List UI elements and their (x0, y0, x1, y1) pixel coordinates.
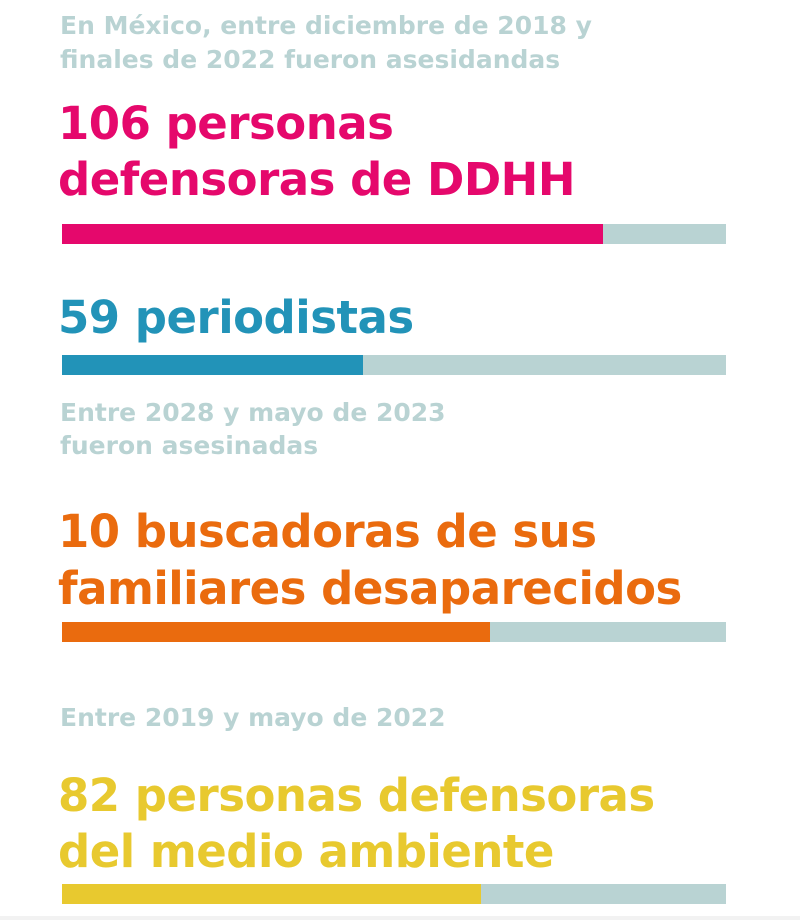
headline-ambiente-line1: 82 personas defensoras (58, 769, 655, 822)
headline-periodistas: 59 periodistas (58, 291, 414, 344)
bar-track-periodistas (62, 355, 726, 375)
headline-ambiente-line2: del medio ambiente (58, 825, 554, 878)
intro-caption-line1: En México, entre diciembre de 2018 y (60, 11, 592, 40)
bar-track-ddhh (62, 224, 726, 244)
bar-fill-periodistas (62, 355, 364, 375)
bar-track-buscadoras (62, 622, 726, 642)
headline-buscadoras-line1: 10 buscadoras de sus (58, 505, 597, 558)
bar-track-ambiente (62, 884, 726, 904)
bar-fill-buscadoras (62, 622, 491, 642)
bar-fill-ddhh (62, 224, 604, 244)
headline-buscadoras-line2: familiares desaparecidos (58, 562, 682, 615)
bar-fill-ambiente (62, 884, 481, 904)
headline-ddhh-line1: 106 personas (58, 97, 394, 150)
mid-caption-line2: fueron asesinadas (60, 431, 319, 460)
mid-caption-line1: Entre 2028 y mayo de 2023 (60, 398, 446, 427)
footer-divider (0, 916, 800, 920)
headline-ddhh-line2: defensoras de DDHH (58, 153, 576, 206)
env-caption-line1: Entre 2019 y mayo de 2022 (60, 703, 446, 732)
intro-caption-line2: finales de 2022 fueron asesidandas (60, 45, 561, 74)
